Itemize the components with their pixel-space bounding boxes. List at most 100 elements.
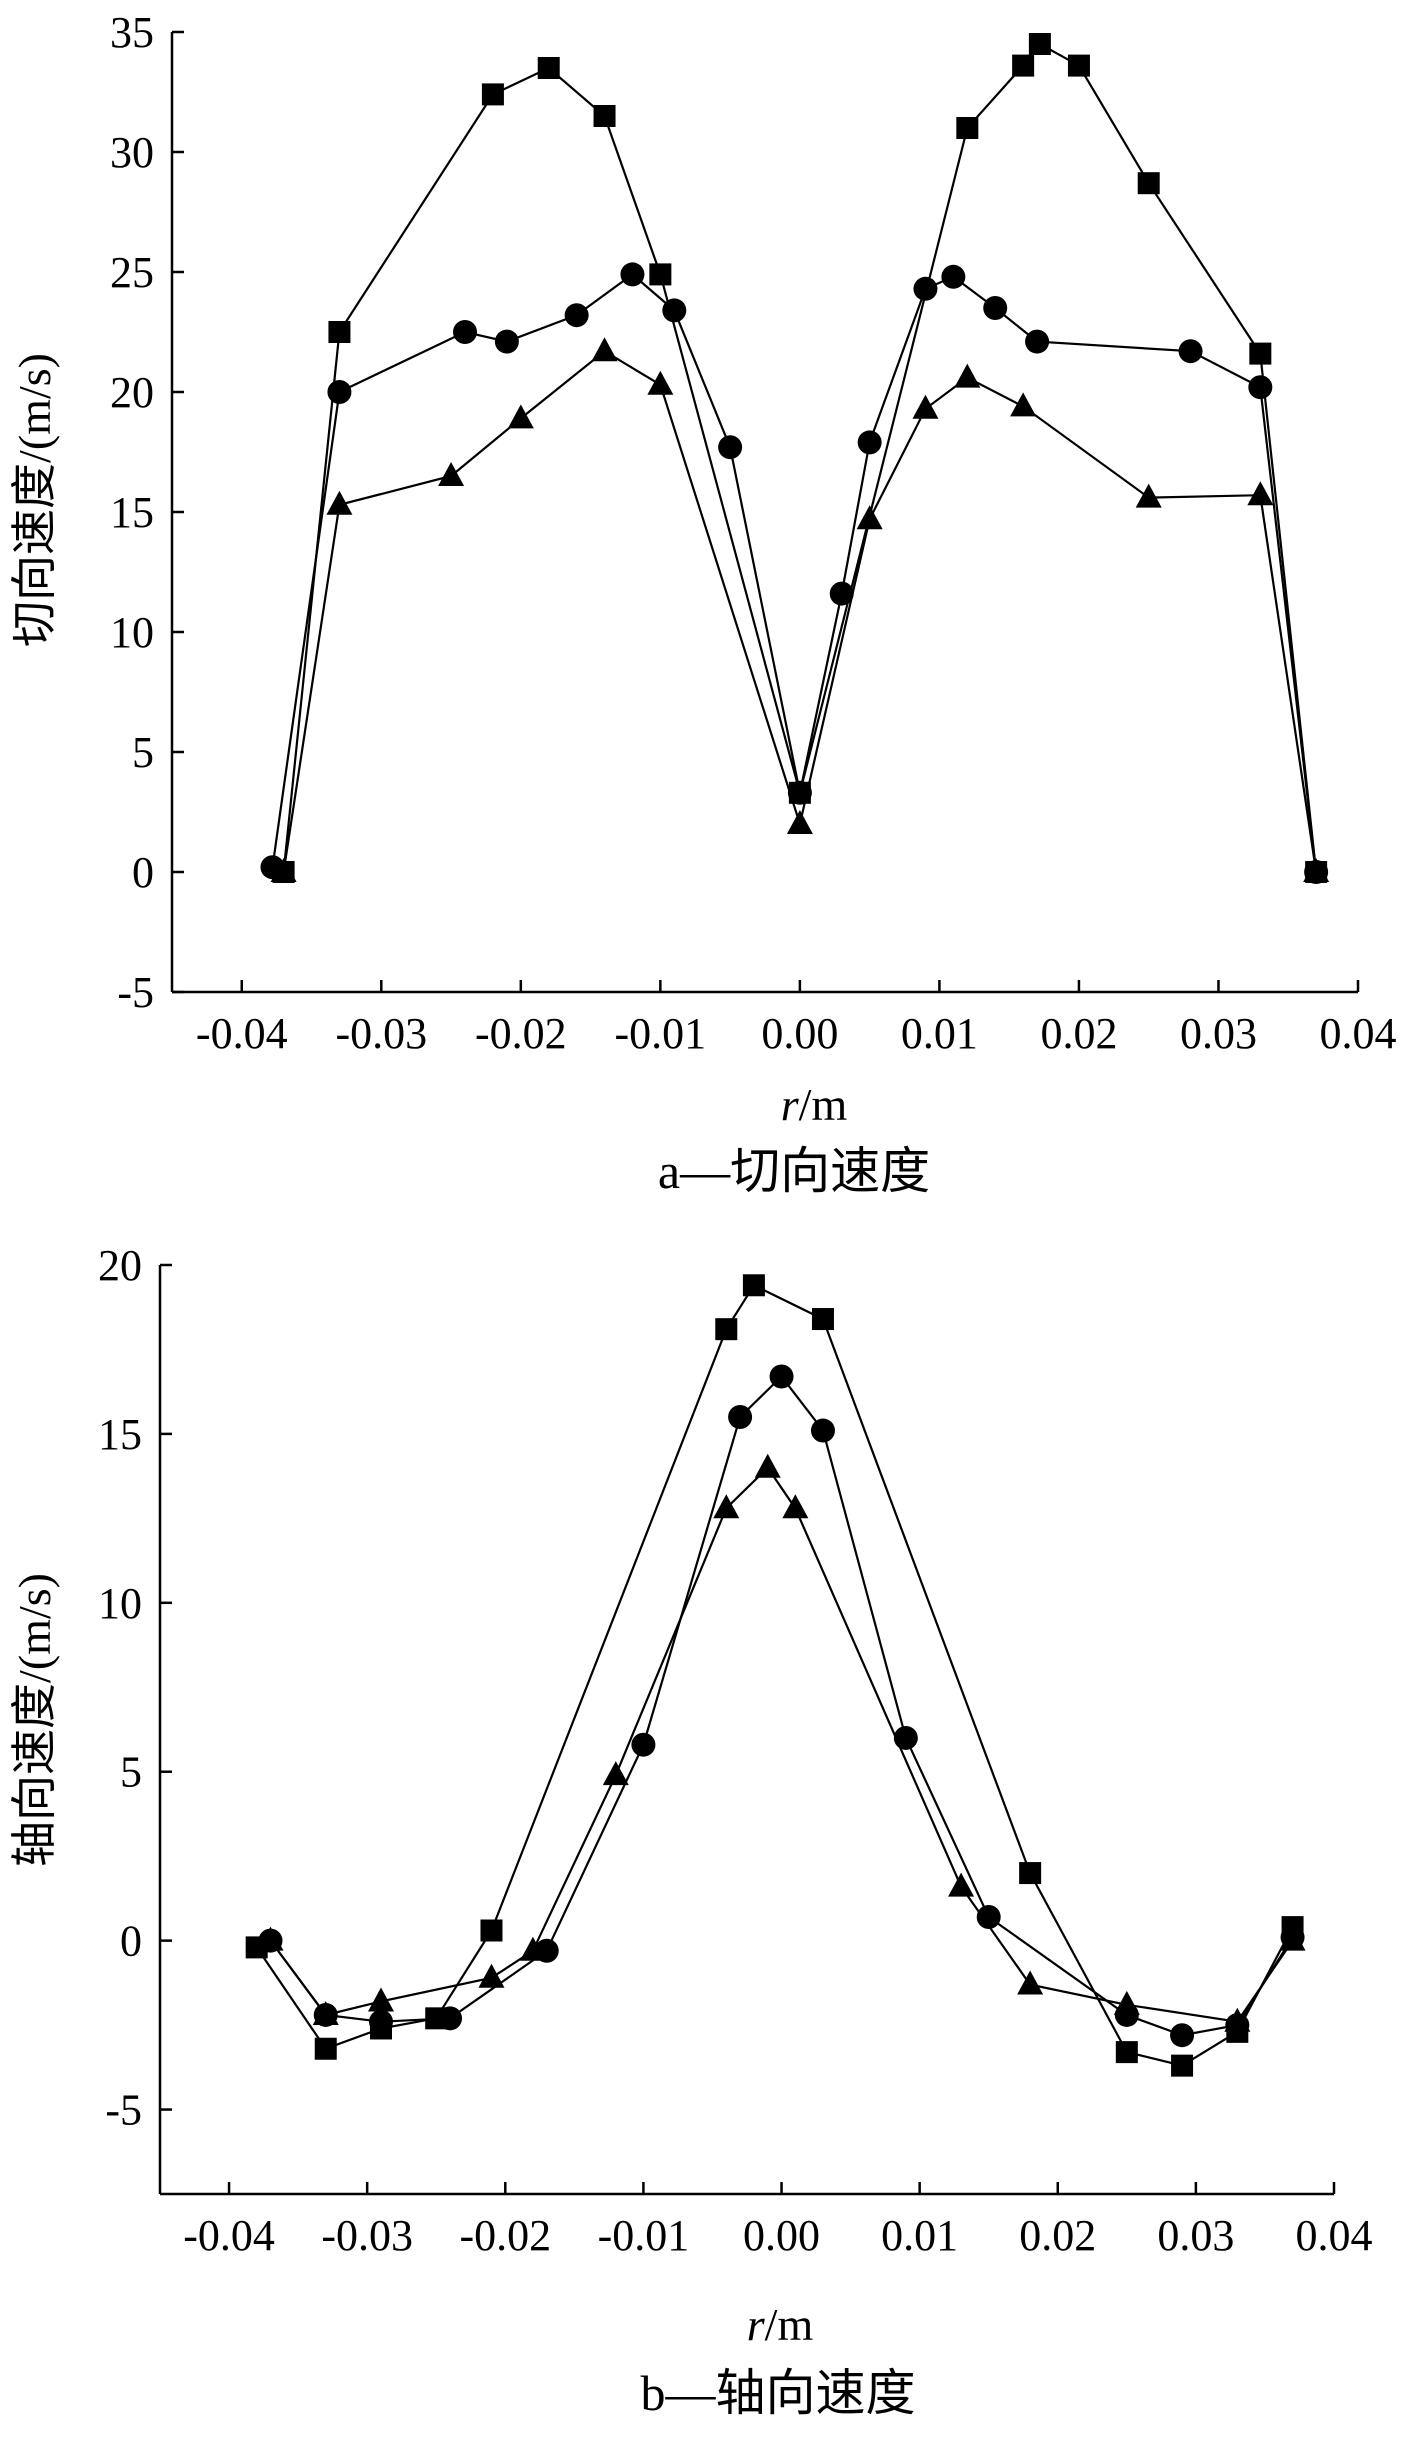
chart-panel-tangential: -0.04 -0.03 -0.02 -0.01 0.00 0.01 0.02 0.03 0.04… (9, 8, 1397, 1199)
data-point-square (1019, 1862, 1042, 1885)
x-axis-label: r/m (747, 2299, 814, 2350)
x-tick-label: 0.04 (1296, 2211, 1373, 2260)
series-line-triangle (269, 1465, 1294, 2023)
y-tick-label: 15 (110, 488, 154, 537)
y-tick-label: 20 (98, 1241, 142, 1290)
data-point-square (537, 57, 560, 79)
y-tick-label: 5 (120, 1748, 142, 1797)
x-axis-unit: /m (765, 2299, 814, 2350)
y-tick-label: -5 (105, 2086, 142, 2135)
data-point-square (811, 1308, 834, 1331)
data-point-square (481, 83, 504, 106)
data-point-square (314, 2037, 337, 2060)
data-point-triangle (1135, 483, 1162, 508)
data-point-square (715, 1318, 738, 1341)
data-point-square (1171, 2054, 1194, 2077)
x-tick-label: -0.01 (615, 1009, 707, 1058)
data-point-triangle (1113, 1990, 1140, 2015)
x-axis-variable: r (747, 2299, 766, 2350)
x-tick-label: -0.01 (598, 2211, 690, 2260)
data-point-circle (620, 262, 645, 287)
y-tick-label: 0 (120, 1917, 142, 1966)
data-point-triangle (1303, 858, 1330, 882)
data-point-triangle (478, 1963, 505, 1988)
data-point-square (593, 105, 616, 127)
x-tick-label: -0.04 (196, 1009, 288, 1058)
y-tick-label: 20 (110, 368, 154, 417)
data-point-circle (494, 329, 519, 354)
data-point-square (1137, 172, 1160, 195)
data-point-circle (1170, 2023, 1195, 2048)
chart-caption: a—切向速度 (658, 1143, 930, 1199)
data-point-circle (662, 298, 687, 323)
data-point-triangle (257, 1926, 284, 1951)
chart-panel-axial: -0.04 -0.03 -0.02 -0.01 0.00 0.01 0.02 0.03 0.04… (9, 1241, 1373, 2421)
x-tick-label: 0.02 (1019, 2211, 1096, 2260)
data-point-triangle (270, 858, 297, 882)
data-point-triangle (713, 1494, 740, 1519)
y-axis-label: 切向速度/(m/s) (9, 353, 60, 647)
series-line-square (282, 42, 1318, 873)
y-tick-label: 10 (110, 608, 154, 657)
x-axis-variable: r (781, 1079, 800, 1130)
y-tick-label: 30 (110, 128, 154, 177)
x-tick-label: 0.00 (743, 2211, 820, 2260)
data-point-triangle (326, 490, 353, 515)
data-point-square (956, 117, 979, 139)
data-point-circle (787, 780, 812, 805)
y-tick-label: 25 (110, 248, 154, 297)
x-axis-label: r/m (781, 1079, 848, 1130)
data-point-triangle (507, 404, 534, 429)
data-point-triangle (591, 337, 618, 362)
y-tick-label: 0 (132, 848, 154, 897)
data-point-circle (810, 1418, 835, 1443)
data-point-square (1249, 342, 1272, 365)
x-tick-label: 0.03 (1157, 2211, 1234, 2260)
data-point-circle (1248, 375, 1273, 400)
y-axis-label: 轴向速度/(m/s) (9, 1573, 60, 1867)
data-point-circle (913, 276, 938, 301)
x-tick-label: -0.02 (475, 1009, 567, 1058)
data-point-triangle (602, 1761, 629, 1786)
data-point-square (1067, 54, 1090, 77)
data-point-square (1028, 33, 1051, 55)
data-point-circle (829, 581, 854, 606)
x-tick-label: -0.02 (459, 2211, 551, 2260)
x-tick-label: 0.01 (901, 1009, 978, 1058)
data-point-triangle (1279, 1926, 1306, 1951)
data-point-circle (1025, 329, 1050, 354)
data-point-triangle (1017, 1970, 1044, 1995)
data-point-circle (327, 380, 352, 404)
data-point-circle (976, 1904, 1001, 1929)
x-tick-label: 0.03 (1180, 1009, 1257, 1058)
data-point-triangle (1224, 2007, 1251, 2032)
data-point-triangle (856, 505, 883, 530)
data-point-triangle (1247, 481, 1274, 506)
x-tick-label: 0.00 (761, 1009, 838, 1058)
data-point-triangle (519, 1936, 546, 1961)
plot-layer: -0.04 -0.03 -0.02 -0.01 0.00 0.01 0.02 0.03 0.04… (110, 8, 1397, 1058)
data-point-square (649, 263, 672, 286)
data-point-square (742, 1274, 765, 1297)
data-point-circle (857, 430, 882, 455)
series-line-triangle (282, 349, 1318, 873)
data-point-circle (453, 320, 478, 344)
data-point-square (328, 321, 351, 343)
data-point-triangle (786, 810, 813, 834)
series-line-circle (269, 1374, 1294, 2037)
x-tick-label: -0.04 (183, 2211, 275, 2260)
x-tick-label: -0.03 (321, 2211, 413, 2260)
data-point-circle (893, 1725, 918, 1750)
data-point-square (1012, 54, 1035, 77)
data-point-triangle (1010, 392, 1037, 417)
data-point-circle (368, 2009, 393, 2034)
y-tick-label: 5 (132, 728, 154, 777)
y-tick-label: -5 (117, 968, 154, 1017)
series-line-square (255, 1283, 1294, 2067)
x-tick-label: 0.02 (1040, 1009, 1117, 1058)
data-point-triangle (782, 1494, 809, 1519)
data-point-triangle (367, 1987, 394, 2012)
data-point-circle (728, 1405, 753, 1430)
data-point-triangle (754, 1453, 781, 1478)
plot-layer: -0.04 -0.03 -0.02 -0.01 0.00 0.01 0.02 0.03 0.04… (98, 1241, 1373, 2260)
